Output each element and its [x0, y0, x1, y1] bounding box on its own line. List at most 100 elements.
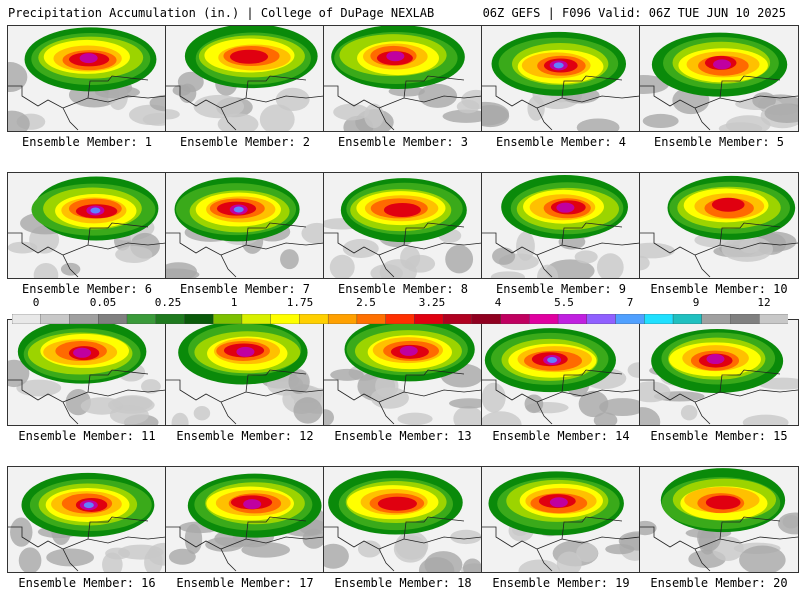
ensemble-member-map	[7, 319, 167, 426]
ensemble-member-label: Ensemble Member: 16	[18, 576, 156, 590]
precip-map	[640, 467, 798, 572]
colorbar-tick-label: 0.25	[154, 296, 182, 309]
precip-map	[324, 26, 482, 131]
colorbar-tick-label: 1	[230, 296, 238, 309]
colorbar-swatch	[299, 313, 329, 325]
colorbar-swatch	[471, 313, 502, 325]
ensemble-member-label: Ensemble Member: 14	[492, 429, 630, 443]
precip-map	[640, 173, 798, 278]
colorbar-swatch	[155, 313, 186, 325]
state-boundaries	[8, 222, 166, 278]
ensemble-member-label: Ensemble Member: 11	[18, 429, 156, 443]
ensemble-member-map	[481, 172, 641, 279]
precip-map	[166, 320, 324, 425]
ensemble-member-label: Ensemble Member: 4	[495, 135, 627, 149]
precip-map	[482, 173, 640, 278]
colorbar-swatch	[241, 313, 272, 325]
ensemble-member-map	[481, 466, 641, 573]
colorbar-swatch	[40, 313, 71, 325]
precip-map	[324, 467, 482, 572]
ensemble-member-label: Ensemble Member: 7	[179, 282, 311, 296]
colorbar-tick-label: 1.75	[286, 296, 314, 309]
state-boundaries	[640, 222, 798, 278]
colorbar-swatch	[11, 313, 42, 325]
ensemble-member-label: Ensemble Member: 8	[337, 282, 469, 296]
ensemble-member-map	[165, 319, 325, 426]
ensemble-member-label: Ensemble Member: 15	[650, 429, 788, 443]
ensemble-member-map	[639, 319, 799, 426]
precip-map	[166, 173, 324, 278]
state-boundaries	[8, 75, 166, 131]
ensemble-member-label: Ensemble Member: 20	[650, 576, 788, 590]
colorbar-swatch	[672, 313, 703, 325]
ensemble-member-map	[639, 172, 799, 279]
state-boundaries	[482, 516, 640, 572]
state-boundaries	[324, 369, 482, 425]
colorbar	[11, 309, 789, 325]
state-boundaries	[482, 369, 640, 425]
colorbar-swatch	[126, 313, 157, 325]
ensemble-member-map	[7, 25, 167, 132]
ensemble-member-map	[323, 466, 483, 573]
ensemble-member-label: Ensemble Member: 13	[334, 429, 472, 443]
ensemble-member-map	[165, 172, 325, 279]
precip-map	[482, 467, 640, 572]
ensemble-member-label: Ensemble Member: 5	[653, 135, 785, 149]
precip-map	[640, 26, 798, 131]
colorbar-swatch	[212, 313, 243, 325]
ensemble-member-map	[323, 172, 483, 279]
precip-map	[640, 320, 798, 425]
precip-map	[482, 26, 640, 131]
state-boundaries	[324, 222, 482, 278]
state-boundaries	[166, 516, 324, 572]
ensemble-member-map	[165, 25, 325, 132]
colorbar-swatch	[701, 313, 732, 325]
colorbar-swatch	[356, 313, 387, 325]
state-boundaries	[640, 75, 798, 131]
colorbar-swatch	[557, 313, 588, 325]
state-boundaries	[8, 516, 166, 572]
map-title: Precipitation Accumulation (in.) | Colle…	[8, 6, 435, 20]
colorbar-swatch	[270, 313, 301, 325]
precip-map	[8, 173, 166, 278]
colorbar-tick-label: 0.05	[89, 296, 117, 309]
ensemble-member-label: Ensemble Member: 2	[179, 135, 311, 149]
precip-map	[8, 320, 166, 425]
ensemble-member-label: Ensemble Member: 17	[176, 576, 314, 590]
colorbar-swatch	[529, 313, 559, 325]
state-boundaries	[482, 75, 640, 131]
colorbar-swatches	[11, 313, 789, 325]
ensemble-member-map	[323, 25, 483, 132]
precip-map	[166, 26, 324, 131]
state-boundaries	[324, 516, 482, 572]
ensemble-member-label: Ensemble Member: 12	[176, 429, 314, 443]
ensemble-member-map	[7, 172, 167, 279]
run-valid-time: 06Z GEFS | F096 Valid: 06Z TUE JUN 10 20…	[482, 6, 786, 20]
precip-map	[8, 467, 166, 572]
ensemble-member-label: Ensemble Member: 19	[492, 576, 630, 590]
precip-map	[8, 26, 166, 131]
state-boundaries	[640, 369, 798, 425]
state-boundaries	[640, 516, 798, 572]
ensemble-member-label: Ensemble Member: 3	[337, 135, 469, 149]
colorbar-tick-label: 0	[32, 296, 40, 309]
state-boundaries	[166, 75, 324, 131]
colorbar-swatch	[98, 313, 128, 325]
ensemble-member-label: Ensemble Member: 1	[21, 135, 153, 149]
state-boundaries	[166, 222, 324, 278]
state-boundaries	[482, 222, 640, 278]
state-boundaries	[8, 369, 166, 425]
colorbar-swatch	[414, 313, 444, 325]
colorbar-swatch	[730, 313, 760, 325]
colorbar-tick-label: 2.5	[356, 296, 376, 309]
state-boundaries	[324, 75, 482, 131]
colorbar-swatch	[69, 313, 99, 325]
colorbar-swatch	[644, 313, 674, 325]
colorbar-swatch	[327, 313, 358, 325]
colorbar-swatch	[586, 313, 617, 325]
ensemble-member-map	[639, 25, 799, 132]
colorbar-tick-label: 7	[626, 296, 634, 309]
precip-map	[166, 467, 324, 572]
ensemble-member-label: Ensemble Member: 9	[495, 282, 627, 296]
ensemble-member-map	[7, 466, 167, 573]
